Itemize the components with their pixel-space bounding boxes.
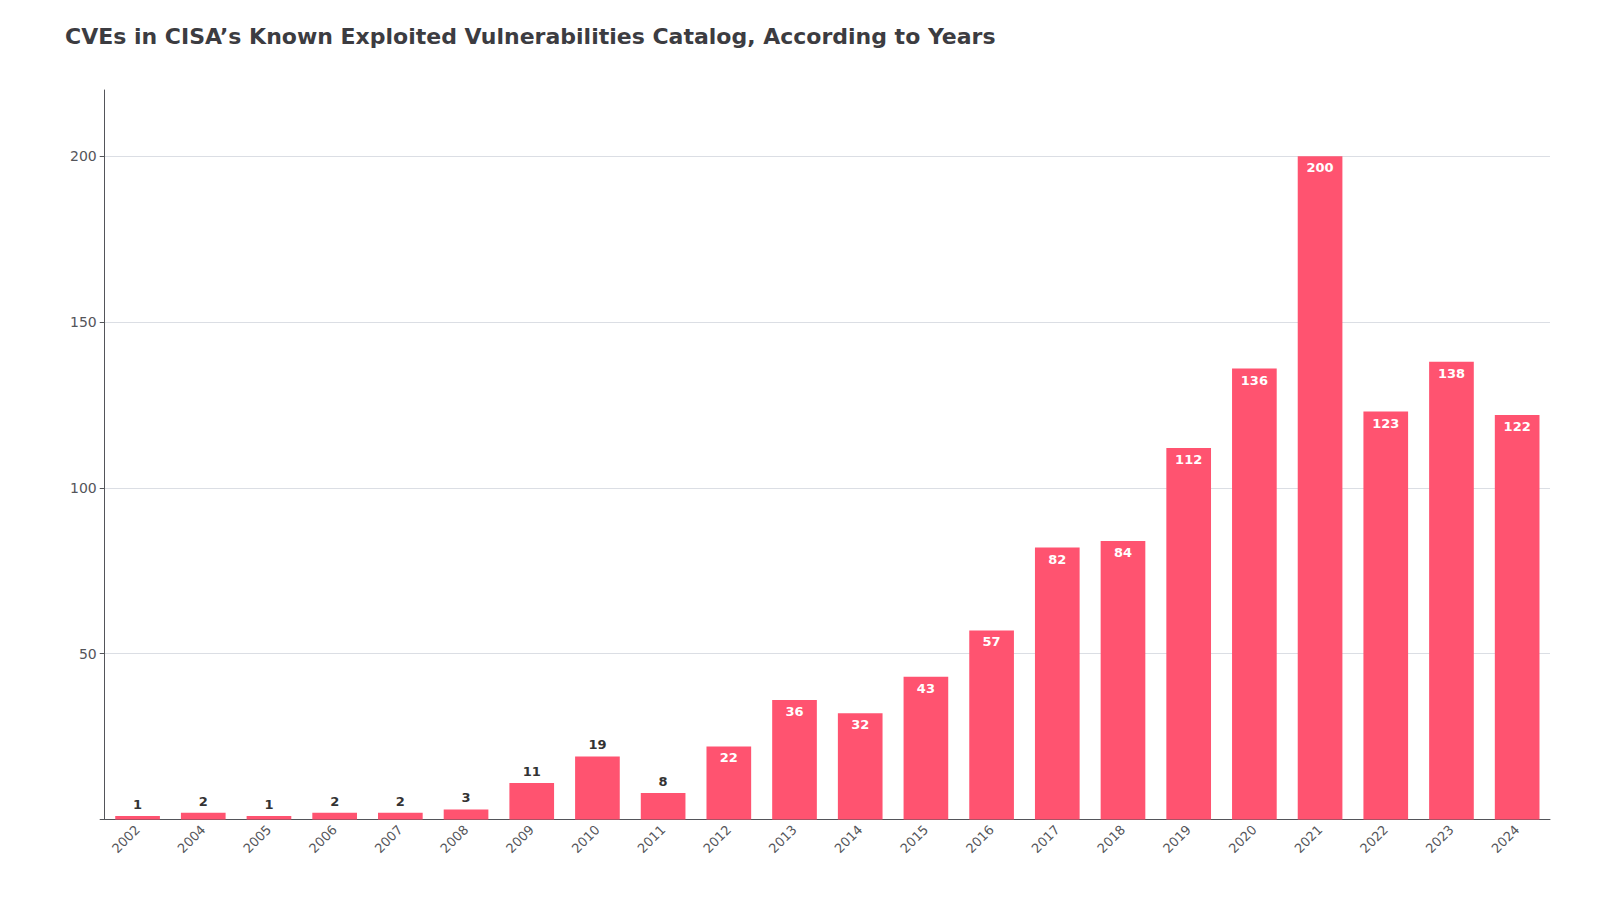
svg-text:32: 32 — [851, 717, 869, 732]
svg-text:138: 138 — [1438, 366, 1465, 381]
svg-text:2010: 2010 — [569, 822, 603, 856]
svg-text:2023: 2023 — [1423, 822, 1457, 856]
svg-text:100: 100 — [70, 480, 97, 496]
svg-text:2018: 2018 — [1094, 822, 1128, 856]
svg-text:84: 84 — [1114, 545, 1132, 560]
svg-text:43: 43 — [917, 681, 935, 696]
svg-text:112: 112 — [1175, 452, 1202, 467]
svg-text:2015: 2015 — [897, 822, 931, 856]
svg-text:22: 22 — [720, 750, 738, 765]
svg-text:2011: 2011 — [634, 822, 668, 856]
svg-text:150: 150 — [70, 314, 97, 330]
svg-text:2: 2 — [396, 794, 405, 809]
svg-text:2014: 2014 — [832, 822, 866, 856]
svg-text:2002: 2002 — [109, 822, 143, 856]
svg-text:2012: 2012 — [700, 822, 734, 856]
svg-text:136: 136 — [1241, 373, 1268, 388]
svg-text:8: 8 — [659, 774, 668, 789]
svg-text:CVEs in CISA’s Known Exploited: CVEs in CISA’s Known Exploited Vulnerabi… — [65, 24, 996, 49]
svg-text:11: 11 — [523, 764, 541, 779]
svg-text:2019: 2019 — [1160, 822, 1194, 856]
svg-text:2020: 2020 — [1226, 822, 1260, 856]
svg-text:200: 200 — [1306, 160, 1333, 175]
svg-text:2: 2 — [199, 794, 208, 809]
svg-text:1: 1 — [133, 797, 142, 812]
svg-text:2013: 2013 — [766, 822, 800, 856]
svg-text:2024: 2024 — [1488, 822, 1522, 856]
svg-text:2004: 2004 — [175, 822, 209, 856]
svg-text:2006: 2006 — [306, 822, 340, 856]
svg-text:19: 19 — [588, 737, 606, 752]
svg-text:2016: 2016 — [963, 822, 997, 856]
svg-text:2022: 2022 — [1357, 822, 1391, 856]
svg-text:122: 122 — [1504, 419, 1531, 434]
svg-text:1: 1 — [264, 797, 273, 812]
svg-text:123: 123 — [1372, 416, 1399, 431]
svg-text:2005: 2005 — [240, 822, 274, 856]
svg-text:2007: 2007 — [372, 822, 406, 856]
svg-text:3: 3 — [462, 790, 471, 805]
svg-text:57: 57 — [983, 634, 1001, 649]
svg-text:2009: 2009 — [503, 822, 537, 856]
svg-text:36: 36 — [785, 704, 803, 719]
svg-text:200: 200 — [70, 148, 97, 164]
svg-text:50: 50 — [79, 646, 97, 662]
svg-text:2021: 2021 — [1291, 822, 1325, 856]
svg-text:2017: 2017 — [1029, 822, 1063, 856]
svg-text:2008: 2008 — [437, 822, 471, 856]
svg-text:82: 82 — [1048, 552, 1066, 567]
svg-text:2: 2 — [330, 794, 339, 809]
